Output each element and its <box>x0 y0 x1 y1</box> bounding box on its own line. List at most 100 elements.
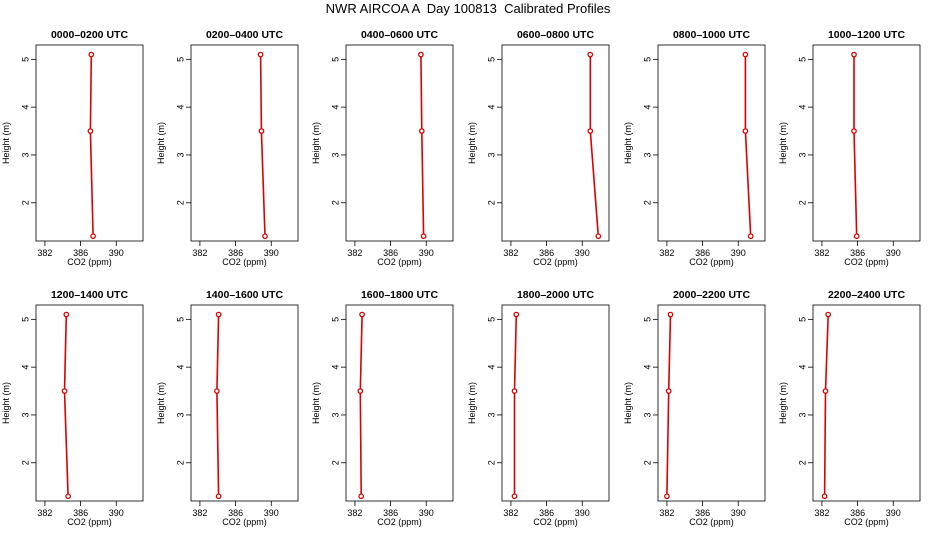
x-tick-label: 386 <box>539 508 554 518</box>
x-tick-label: 382 <box>37 248 52 258</box>
x-tick-label: 382 <box>37 508 52 518</box>
x-tick-label: 382 <box>503 248 518 258</box>
data-point <box>821 493 828 500</box>
data-point <box>511 388 518 394</box>
y-tick-label: 5 <box>486 57 496 62</box>
y-tick-label: 5 <box>797 57 807 62</box>
data-point <box>587 128 594 134</box>
y-tick-label: 3 <box>20 412 30 417</box>
panel-title: 0800–1000 UTC <box>673 29 750 41</box>
x-tick-label: 382 <box>347 508 362 518</box>
y-tick-label: 2 <box>486 200 496 205</box>
x-tick-label: 386 <box>695 248 710 258</box>
y-tick-label: 2 <box>20 200 30 205</box>
plot-frame <box>190 304 299 502</box>
profile-line <box>744 54 752 237</box>
data-point <box>358 493 365 500</box>
data-point <box>262 233 268 240</box>
data-point <box>822 388 829 394</box>
panel-8: 1400–1600 UTC 382 386 390 2 3 4 5 CO2 (ppm) Heigh… <box>156 289 299 527</box>
x-tick-label: 386 <box>850 248 865 258</box>
panel-11: 2000–2200 UTC 382 386 390 2 3 4 5 CO2 (ppm) Heigh… <box>623 289 766 527</box>
y-tick-label: 3 <box>642 412 652 417</box>
y-tick-label: 5 <box>642 57 652 62</box>
x-axis-label: CO2 (ppm) <box>67 257 112 267</box>
y-tick-label: 3 <box>175 152 185 157</box>
x-axis-label: CO2 (ppm) <box>222 517 267 527</box>
x-tick-label: 382 <box>347 248 362 258</box>
profile-line <box>259 54 266 237</box>
x-tick-label: 390 <box>419 248 434 258</box>
x-axis-label: CO2 (ppm) <box>67 517 112 527</box>
x-tick-label: 382 <box>192 248 207 258</box>
data-point <box>595 233 602 240</box>
y-tick-label: 3 <box>330 412 340 417</box>
y-tick-label: 4 <box>797 105 807 110</box>
y-tick-label: 2 <box>175 200 185 205</box>
y-tick-label: 5 <box>330 57 340 62</box>
y-axis-label: Height (m) <box>778 382 788 424</box>
x-tick-label: 382 <box>503 508 518 518</box>
y-axis-label: Height (m) <box>311 122 321 164</box>
data-point <box>747 233 754 240</box>
data-point <box>214 388 220 394</box>
x-tick-label: 382 <box>659 248 674 258</box>
x-tick-label: 386 <box>73 508 88 518</box>
x-tick-label: 390 <box>109 248 124 258</box>
panel-title: 0400–0600 UTC <box>361 29 438 41</box>
profile-line <box>589 54 600 237</box>
y-axis-label: Height (m) <box>623 122 633 164</box>
data-point <box>65 493 71 500</box>
plot-frame <box>345 44 454 242</box>
data-point <box>215 493 222 500</box>
plot-frame <box>501 44 610 242</box>
y-tick-label: 2 <box>330 460 340 465</box>
y-tick-label: 2 <box>175 460 185 465</box>
x-tick-label: 390 <box>731 508 746 518</box>
y-tick-label: 4 <box>486 365 496 370</box>
data-point <box>257 51 264 58</box>
x-tick-label: 386 <box>539 248 554 258</box>
data-point <box>511 493 518 500</box>
plot-frame <box>812 44 921 242</box>
profile-line <box>853 54 858 237</box>
data-point <box>513 311 520 318</box>
panel-4: 0600–0800 UTC 382 386 390 2 3 4 5 CO2 (ppm) Heigh… <box>467 29 610 267</box>
data-point <box>853 233 860 240</box>
data-point <box>88 51 95 58</box>
panel-3: 0400–0600 UTC 382 386 390 2 3 4 5 CO2 (ppm) Heigh… <box>311 29 454 267</box>
y-tick-label: 2 <box>642 200 652 205</box>
plot-frame <box>657 304 766 502</box>
panel-title: 0000–0200 UTC <box>51 29 128 41</box>
y-tick-label: 4 <box>330 365 340 370</box>
y-tick-label: 2 <box>486 460 496 465</box>
y-tick-label: 3 <box>797 412 807 417</box>
data-point <box>665 388 672 394</box>
y-tick-label: 4 <box>642 105 652 110</box>
data-point <box>418 51 424 58</box>
panel-10: 1800–2000 UTC 382 386 390 2 3 4 5 CO2 (ppm) Heigh… <box>467 289 610 527</box>
plot-frame <box>190 44 299 242</box>
data-point <box>215 311 222 318</box>
panel-title: 1600–1800 UTC <box>361 289 438 301</box>
y-axis-label: Height (m) <box>467 382 477 424</box>
y-tick-label: 2 <box>642 460 652 465</box>
data-point <box>420 233 427 240</box>
y-tick-label: 5 <box>175 57 185 62</box>
y-tick-label: 4 <box>486 105 496 110</box>
x-tick-label: 390 <box>575 508 590 518</box>
y-tick-label: 2 <box>797 460 807 465</box>
data-point <box>667 311 674 318</box>
y-tick-label: 3 <box>486 152 496 157</box>
data-point <box>63 311 70 318</box>
data-point <box>61 388 68 394</box>
data-point <box>742 128 749 134</box>
y-tick-label: 2 <box>797 200 807 205</box>
profile-line <box>359 314 363 497</box>
data-point <box>742 51 749 58</box>
page-title: NWR AIRCOA A Day 100813 Calibrated Profi… <box>325 1 611 16</box>
y-tick-label: 5 <box>175 317 185 322</box>
x-axis-label: CO2 (ppm) <box>844 257 889 267</box>
y-tick-label: 3 <box>330 152 340 157</box>
